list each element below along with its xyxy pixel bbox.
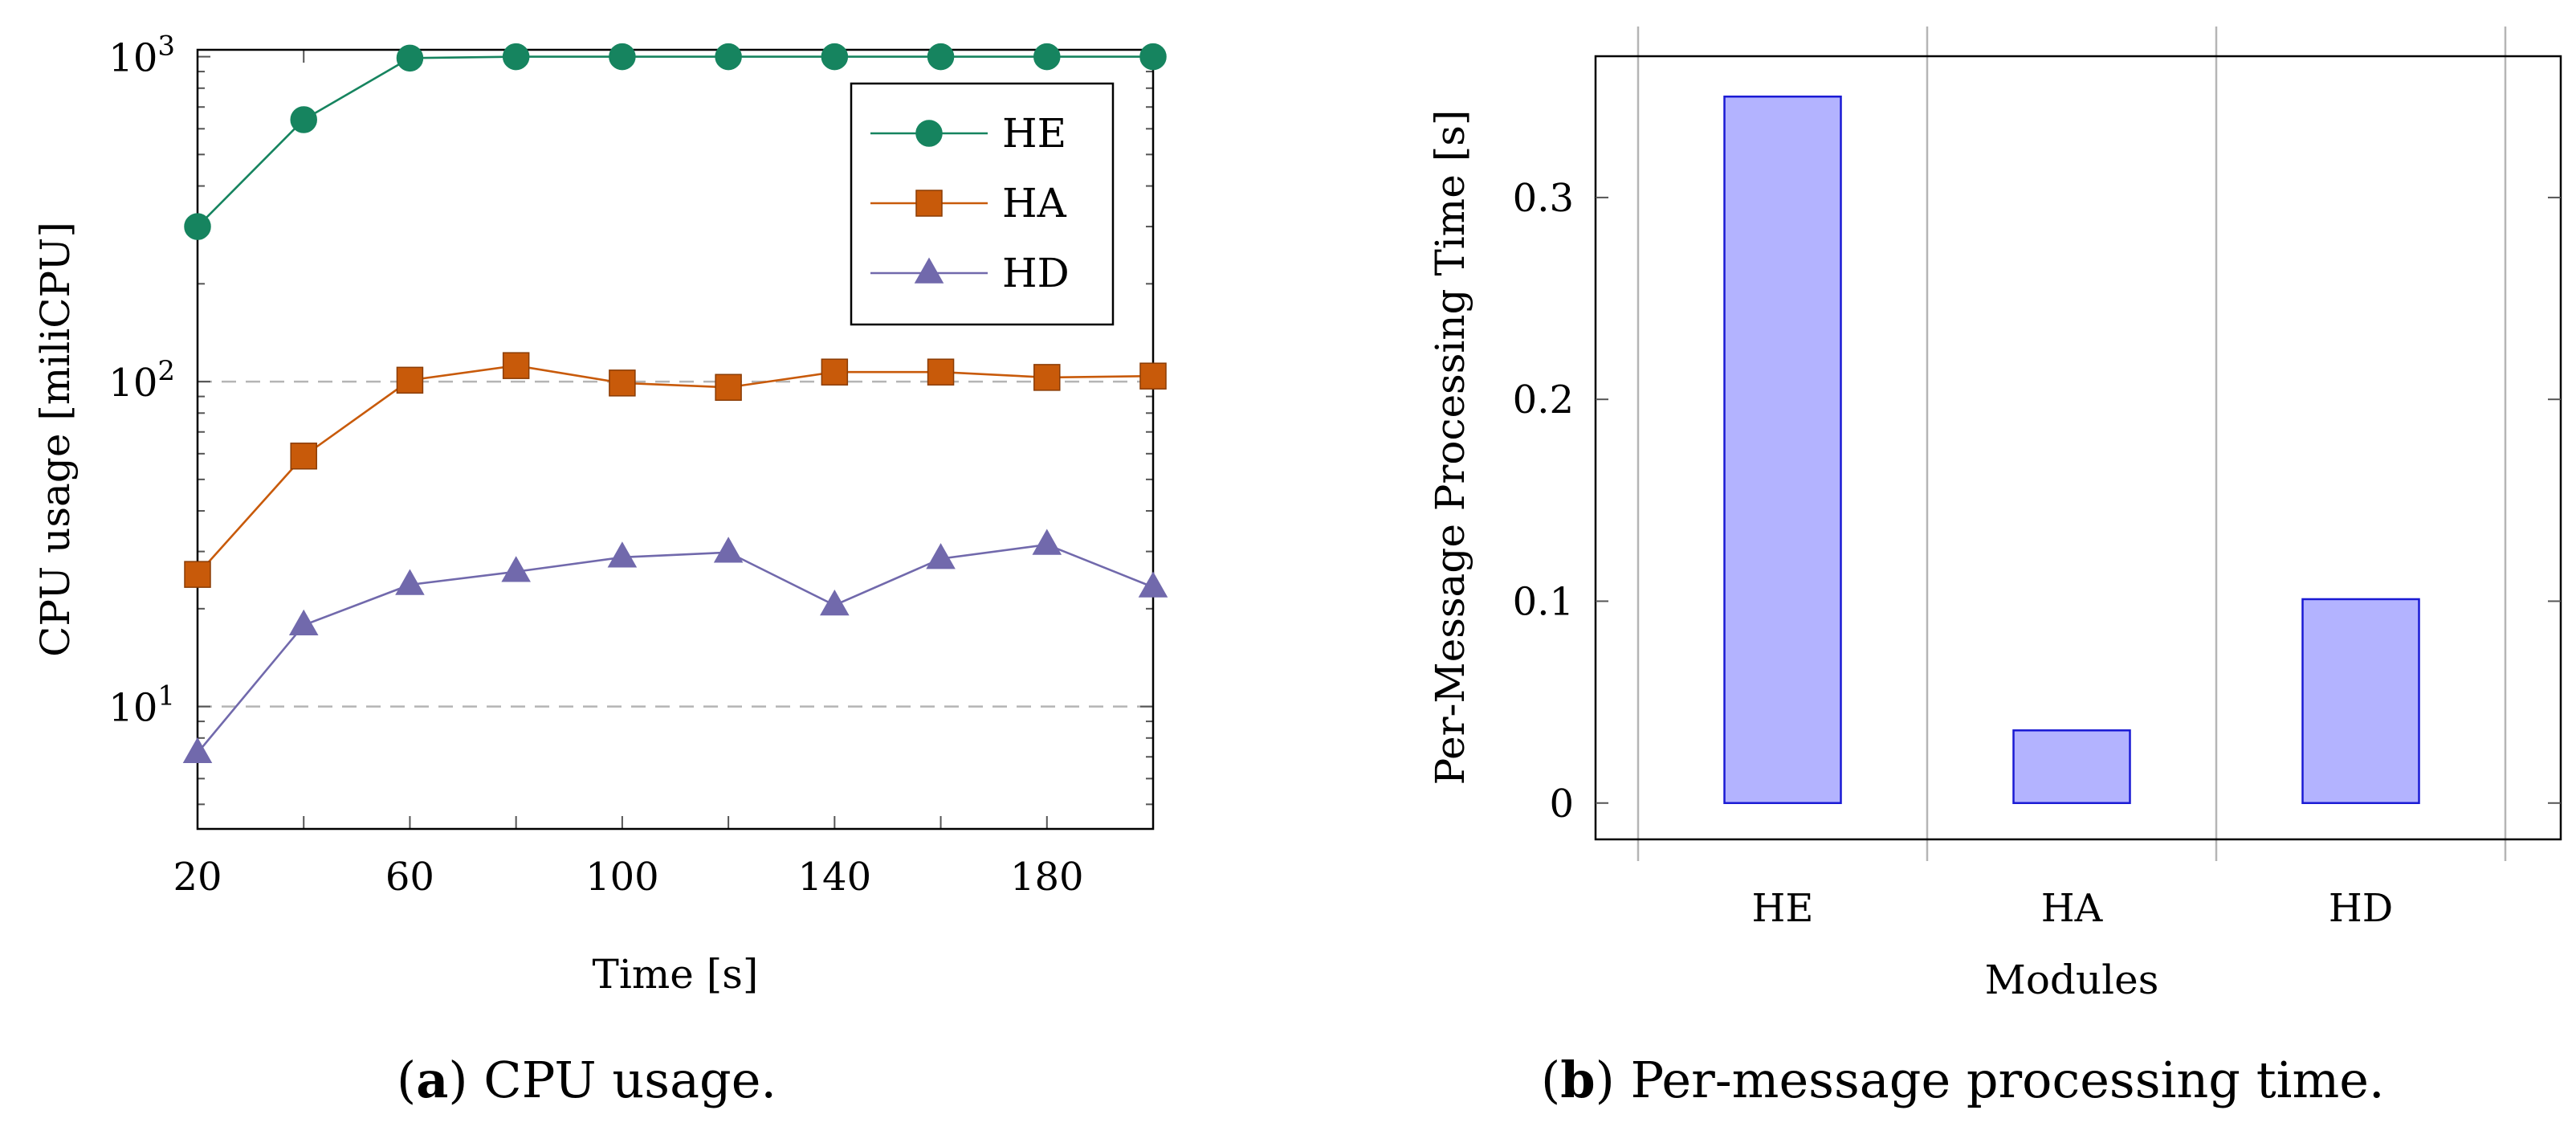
series-HE (184, 43, 1167, 240)
data-point-HA-80 (502, 352, 530, 379)
data-point-HD-140 (820, 589, 850, 616)
bar-y-tick-label-2: 0.2 (1513, 378, 1574, 422)
caption-b-letter: b (1560, 1051, 1596, 1109)
bar-x-tick-label-HE: HE (1752, 886, 1814, 931)
data-point-HA-160 (927, 358, 955, 386)
bar-plot-frame (1594, 55, 2562, 841)
legend-label-HA: HA (1002, 180, 1067, 227)
y-tick-label-2: 102 (108, 355, 175, 406)
bar-y-tick-label-0: 0 (1549, 782, 1574, 827)
data-point-HD-20 (182, 737, 213, 764)
data-point-HE-160 (927, 43, 955, 71)
legend-item-HA: HA (870, 180, 1067, 227)
bar-HA (2012, 729, 2131, 805)
data-point-HA-60 (396, 366, 424, 394)
data-point-HD-40 (288, 609, 319, 636)
data-point-HA-40 (290, 443, 317, 470)
cpu-usage-chart: 20 60 100 140 180 101 102 103 Time [s] CPU usa… (32, 31, 1168, 998)
data-point-HD-100 (607, 541, 638, 568)
series-line-HE (197, 55, 1153, 227)
bar-x-tick-label-HA: HA (2041, 886, 2104, 931)
data-point-HE-20 (184, 213, 211, 240)
bar-x-tick-label-HD: HD (2329, 886, 2393, 931)
cpu-grid-lines (198, 380, 1153, 708)
caption-a: (a) CPU usage. (397, 1051, 777, 1109)
series-HA (184, 352, 1167, 588)
data-point-HD-80 (501, 556, 531, 582)
cpu-x-tick-labels: 20 60 100 140 180 (173, 855, 1083, 900)
data-point-HA-200 (1139, 362, 1167, 390)
x-tick-label-100: 100 (585, 855, 659, 900)
legend-label-HE: HE (1002, 110, 1066, 157)
data-point-HE-100 (609, 43, 636, 71)
series-line-HA (197, 364, 1154, 576)
bar-y-tick-label-3: 0.3 (1513, 176, 1574, 221)
data-point-HE-120 (715, 43, 742, 71)
data-point-HD-160 (926, 543, 956, 569)
legend-marker-HA (915, 190, 943, 217)
data-point-HD-120 (713, 537, 744, 563)
data-point-HE-80 (502, 43, 530, 71)
bar-x-axis-title: Modules (1985, 957, 2159, 1003)
data-point-HE-140 (821, 43, 849, 71)
bar-y-axis-title: Per-Message Processing Time [s] (1427, 110, 1473, 786)
x-tick-label-20: 20 (173, 855, 222, 900)
x-tick-label-60: 60 (385, 855, 434, 900)
data-point-HA-100 (609, 369, 636, 397)
bar-grid-lines (1636, 27, 2507, 861)
cpu-y-tick-labels: 101 102 103 (108, 31, 175, 731)
data-point-HD-180 (1032, 529, 1062, 555)
bar-y-tick-label-1: 0.1 (1513, 579, 1574, 624)
y-tick-label-1: 101 (108, 680, 175, 731)
data-point-HE-200 (1139, 43, 1167, 71)
y-tick-label-3: 103 (108, 31, 175, 81)
legend-marker-HE (915, 120, 943, 147)
data-point-HA-180 (1033, 364, 1061, 391)
bar-HE (1723, 96, 1842, 805)
data-point-HE-180 (1033, 43, 1061, 71)
data-point-HE-60 (396, 44, 424, 72)
caption-a-letter: a (416, 1051, 449, 1109)
caption-b-text: Per-message processing time. (1630, 1051, 2385, 1109)
x-tick-label-180: 180 (1010, 855, 1084, 900)
bar-x-tick-labels: HE HA HD (1752, 886, 2394, 931)
cpu-y-axis-title: CPU usage [miliCPU] (32, 222, 79, 657)
cpu-legend: HE HA HD (850, 82, 1115, 326)
legend-marker-HD (914, 257, 944, 284)
series-HD (182, 529, 1168, 764)
legend-item-HE: HE (870, 110, 1066, 157)
bar-HD (2301, 598, 2420, 805)
data-point-HD-60 (395, 569, 425, 595)
series-line-HD (197, 543, 1154, 754)
data-point-HA-20 (184, 561, 211, 588)
bar-group (1723, 96, 2420, 805)
processing-time-chart: 0 0.1 0.2 0.3 HE HA HD Modules Per-Message Pr… (1427, 27, 2562, 1003)
bar-axis-ticks (1596, 196, 2561, 804)
data-point-HA-120 (715, 373, 742, 402)
cpu-plot-frame (196, 48, 1155, 831)
legend-label-HD: HD (1002, 250, 1070, 296)
data-point-HD-200 (1138, 571, 1168, 598)
x-tick-label-140: 140 (798, 855, 872, 900)
bar-y-tick-labels: 0 0.1 0.2 0.3 (1513, 176, 1574, 827)
cpu-series-group (182, 43, 1168, 764)
data-point-HE-40 (290, 106, 317, 133)
legend-item-HD: HD (870, 250, 1070, 296)
data-point-HA-140 (821, 358, 849, 386)
caption-b: (b) Per-message processing time. (1541, 1051, 2385, 1109)
caption-a-text: CPU usage. (483, 1051, 777, 1109)
cpu-x-axis-title: Time [s] (593, 951, 759, 998)
